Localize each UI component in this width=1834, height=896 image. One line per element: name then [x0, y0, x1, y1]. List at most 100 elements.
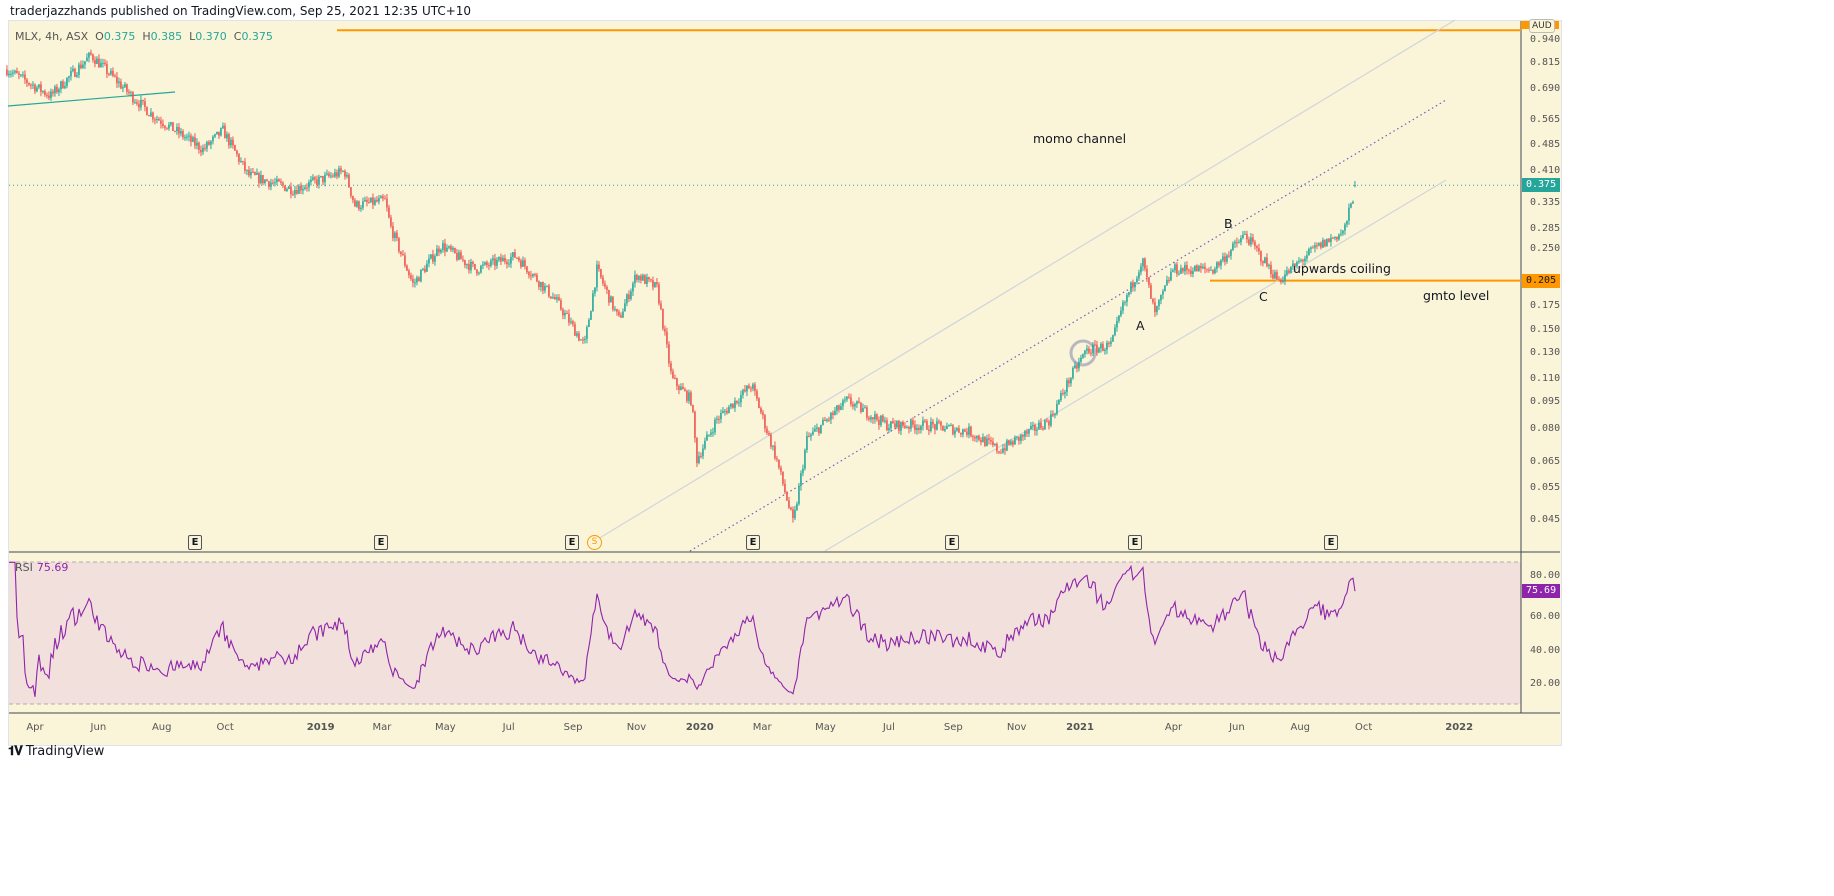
time-tick-label: Jul [882, 722, 895, 733]
annotation-b[interactable]: B [1224, 216, 1233, 231]
low-value: 0.370 [195, 30, 227, 43]
candle-body [76, 74, 78, 77]
candle-body [654, 282, 656, 288]
price-tick-label: 0.055 [1530, 482, 1561, 494]
candle-body [994, 443, 996, 445]
earnings-marker[interactable]: E [1128, 535, 1142, 550]
candle-body [618, 311, 620, 316]
earnings-marker[interactable]: E [188, 535, 202, 550]
candle-body [1160, 294, 1162, 301]
candle-body [1280, 280, 1282, 282]
candle-body [52, 91, 54, 94]
candle-body [1350, 203, 1352, 208]
annotation-a[interactable]: A [1136, 318, 1145, 333]
annotation-upwards-coiling[interactable]: upwards coiling [1293, 261, 1391, 276]
candle-body [1038, 422, 1040, 430]
earnings-marker[interactable]: E [746, 535, 760, 550]
candle-body [524, 260, 526, 267]
candle-body [580, 339, 582, 341]
currency-button[interactable]: AUD [1529, 19, 1555, 33]
candle-body [684, 389, 686, 391]
high-label: H [142, 30, 151, 43]
candle-body [1290, 266, 1292, 273]
price-tick-label: 0.095 [1530, 396, 1561, 408]
candle-body [1112, 335, 1114, 342]
candle-body [46, 94, 48, 96]
candle-body [718, 418, 720, 420]
candle-body [730, 403, 732, 408]
earnings-marker[interactable]: E [1324, 535, 1338, 550]
candle-body [1334, 236, 1336, 239]
candle-body [14, 70, 16, 73]
candle-body [402, 253, 404, 256]
candle-body [320, 176, 322, 178]
candle-body [836, 405, 838, 411]
candle-body [100, 62, 102, 68]
candle-body [648, 277, 650, 280]
annotation-c[interactable]: C [1259, 289, 1268, 304]
annotation-gmto-level[interactable]: gmto level [1423, 288, 1490, 303]
candle-body [376, 199, 378, 202]
candle-body [600, 269, 602, 278]
annotation-momo-channel[interactable]: momo channel [1033, 131, 1127, 146]
candle-body [1126, 295, 1128, 302]
channel-median-line [689, 99, 1447, 552]
candle-body [460, 252, 462, 260]
trend-line [7, 91, 176, 107]
time-tick-label: Jun [90, 722, 107, 733]
candle-body [530, 275, 532, 277]
candle-body [988, 438, 990, 440]
candle-body [392, 226, 394, 239]
candle-body [128, 91, 130, 93]
earnings-marker[interactable]: E [565, 535, 579, 550]
candle-body [570, 321, 572, 323]
symbol-legend: MLX, 4h, ASX O0.375 H0.385 L0.370 C0.375 [15, 30, 273, 43]
candle-body [456, 253, 458, 260]
candle-body [1016, 436, 1018, 438]
candle-body [358, 201, 360, 210]
candle-body [192, 137, 194, 142]
rsi-value: 75.69 [36, 561, 69, 574]
earnings-marker[interactable]: E [374, 535, 388, 550]
candle-body [1322, 239, 1324, 248]
time-tick-label: May [815, 722, 836, 733]
candle-body [642, 275, 644, 281]
candle-body [776, 458, 778, 460]
candle-body [846, 396, 848, 400]
candle-body [292, 194, 294, 196]
candle-body [668, 344, 670, 364]
candle-body [872, 417, 874, 420]
candle-body [1276, 272, 1278, 280]
split-marker[interactable]: S [587, 535, 602, 550]
candle-body [620, 315, 622, 318]
candle-body [520, 260, 522, 267]
candle-body [96, 58, 98, 64]
candle-body [548, 285, 550, 297]
candle-body [760, 408, 762, 413]
candle-body [130, 92, 132, 94]
footer-brand[interactable]: TradingView [25, 744, 105, 759]
earnings-marker[interactable]: E [945, 535, 959, 550]
candle-body [744, 389, 746, 392]
candle-body [664, 328, 666, 332]
candle-body [798, 485, 800, 504]
candle-body [344, 170, 346, 177]
candle-body [1102, 343, 1104, 351]
candle-body [1338, 234, 1340, 240]
candle-body [1310, 247, 1312, 249]
candle-body [676, 378, 678, 387]
candle-body [84, 61, 86, 65]
candle-body [244, 161, 246, 171]
candle-body [996, 443, 998, 452]
candle-body [1352, 201, 1354, 204]
candle-body [1278, 279, 1280, 281]
candle-body [986, 438, 988, 446]
candle-body [350, 187, 352, 197]
candle-body [1344, 224, 1346, 231]
candle-body [156, 118, 158, 120]
candle-body [686, 390, 688, 401]
candle-body [902, 421, 904, 426]
candle-body [500, 257, 502, 262]
candle-body [1264, 257, 1266, 264]
